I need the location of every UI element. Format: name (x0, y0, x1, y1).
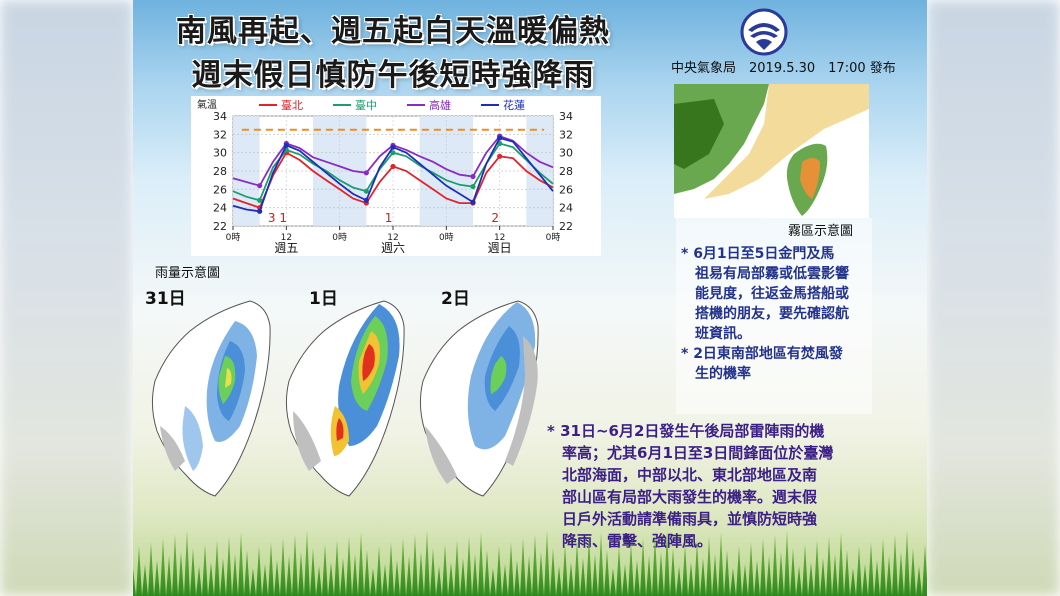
rain-map-2 (419, 300, 539, 497)
series-point-臺中 (470, 183, 476, 190)
y-tick-label-right: 28 (559, 165, 573, 178)
blurred-right-margin (927, 0, 1060, 596)
rain-map-31 (151, 300, 271, 497)
blurred-left-margin (0, 0, 133, 596)
fog-note-line: 生的機率 (681, 366, 751, 382)
x-tick-label: 0時 (332, 232, 347, 243)
fog-notes: * 6月1日至5日金門及馬 祖易有局部霧或低雲影響 能見度，往返金馬搭船或 搭機… (681, 244, 869, 384)
y-tick-label-left: 24 (213, 202, 227, 215)
x-tick-label: 12 (281, 233, 292, 243)
series-point-高雄 (470, 173, 476, 180)
series-point-臺中 (390, 150, 396, 156)
series-point-花蓮 (497, 135, 503, 141)
fog-note-line: 能見度，往返金馬搭船或 (681, 286, 849, 302)
y-tick-label-right: 22 (559, 220, 573, 233)
rain-map-label: 雨量示意圖 (155, 266, 221, 281)
weather-poster: 南風再起、週五起白天溫暖偏熱 週末假日慎防午後短時強降雨 中央氣象局 2019.… (133, 0, 927, 596)
date-label: 3 1 (268, 211, 287, 225)
rain-map-1 (285, 300, 405, 497)
series-point-臺中 (257, 197, 263, 203)
y-tick-label-right: 34 (559, 110, 573, 123)
y-tick-label-left: 32 (213, 128, 227, 141)
cwb-logo-icon (740, 8, 788, 56)
legend-label-花蓮: 花蓮 (503, 98, 525, 112)
series-point-高雄 (257, 183, 263, 189)
x-tick-label: 0時 (439, 232, 454, 243)
series-point-花蓮 (390, 144, 396, 150)
day-label: 週五 (274, 241, 298, 255)
y-tick-label-left: 22 (213, 220, 227, 233)
series-point-高雄 (363, 170, 369, 176)
poster-title-line2: 週末假日慎防午後短時強降雨 (191, 58, 595, 93)
series-point-花蓮 (470, 199, 476, 205)
fog-map (674, 84, 869, 218)
rain-note-line: 降雨、雷擊、強陣風。 (547, 532, 713, 550)
rain-day-label-31: 31日 (145, 289, 186, 309)
y-tick-label-left: 30 (213, 147, 227, 160)
rain-notes: * 31日~6月2日發生午後局部雷陣雨的機 率高；尤其6月1日至3日間鋒面位於臺… (547, 420, 927, 552)
rain-note-line: 率高；尤其6月1日至3日間鋒面位於臺灣 (547, 444, 834, 462)
rain-day-label-2: 2日 (441, 289, 470, 309)
series-point-花蓮 (363, 197, 369, 203)
legend-label-臺中: 臺中 (355, 98, 377, 112)
fog-note-line: 搭機的朋友，要先確認航 (681, 306, 849, 322)
rain-note-line: 北部海面，中部以北、東北部地區及南 (547, 466, 818, 484)
grass-decoration (133, 530, 927, 596)
fog-note-line: 班資訊。 (681, 326, 751, 342)
fog-map-label: 霧區示意圖 (788, 224, 854, 239)
series-point-臺北 (497, 153, 503, 159)
fog-note-line: * 2日東南部地區有焚風發 (681, 346, 843, 362)
series-point-臺中 (363, 188, 369, 194)
y-tick-label-right: 32 (559, 128, 573, 141)
rain-note-line: 日戶外活動請準備雨具，並慎防短時強 (547, 510, 818, 528)
x-tick-label: 12 (387, 233, 398, 243)
x-tick-label: 0時 (226, 232, 241, 243)
day-label: 週日 (488, 241, 512, 255)
temperature-chart: 22 22 24 24 26 26 28 28 30 30 32 32 34 34 0時 12 0時 12 0時 12… (191, 96, 601, 256)
fog-note-line: * 6月1日至5日金門及馬 (681, 246, 835, 262)
y-tick-label-left: 28 (213, 165, 227, 178)
day-label: 週六 (381, 241, 405, 255)
fog-info-panel (676, 218, 872, 414)
y-tick-label-right: 24 (559, 202, 573, 215)
y-tick-label-left: 34 (213, 110, 227, 123)
poster-title-line1: 南風再起、週五起白天溫暖偏熱 (176, 14, 610, 49)
series-point-花蓮 (257, 208, 263, 214)
y-tick-label-right: 30 (559, 147, 573, 160)
y-tick-label-right: 26 (559, 183, 573, 196)
rain-day-label-1: 1日 (309, 289, 338, 309)
fog-note-line: 祖易有局部霧或低雲影響 (681, 266, 849, 282)
series-point-臺北 (390, 163, 396, 170)
y-tick-label-left: 26 (213, 183, 227, 196)
legend-label-臺北: 臺北 (281, 98, 303, 112)
x-tick-label: 12 (494, 233, 505, 243)
series-point-花蓮 (283, 142, 289, 148)
date-label: 1 (385, 211, 393, 225)
rain-note-line: 部山區有局部大雨發生的機率。週末假 (547, 488, 818, 506)
x-tick-label: 0時 (546, 232, 561, 243)
issue-info: 中央氣象局 2019.5.30 17:00 發布 (671, 61, 896, 76)
legend-label-高雄: 高雄 (429, 98, 451, 112)
rain-note-line: * 31日~6月2日發生午後局部雷陣雨的機 (547, 422, 825, 440)
date-label: 2 (491, 211, 499, 225)
y-axis-label: 氣溫 (197, 98, 217, 111)
